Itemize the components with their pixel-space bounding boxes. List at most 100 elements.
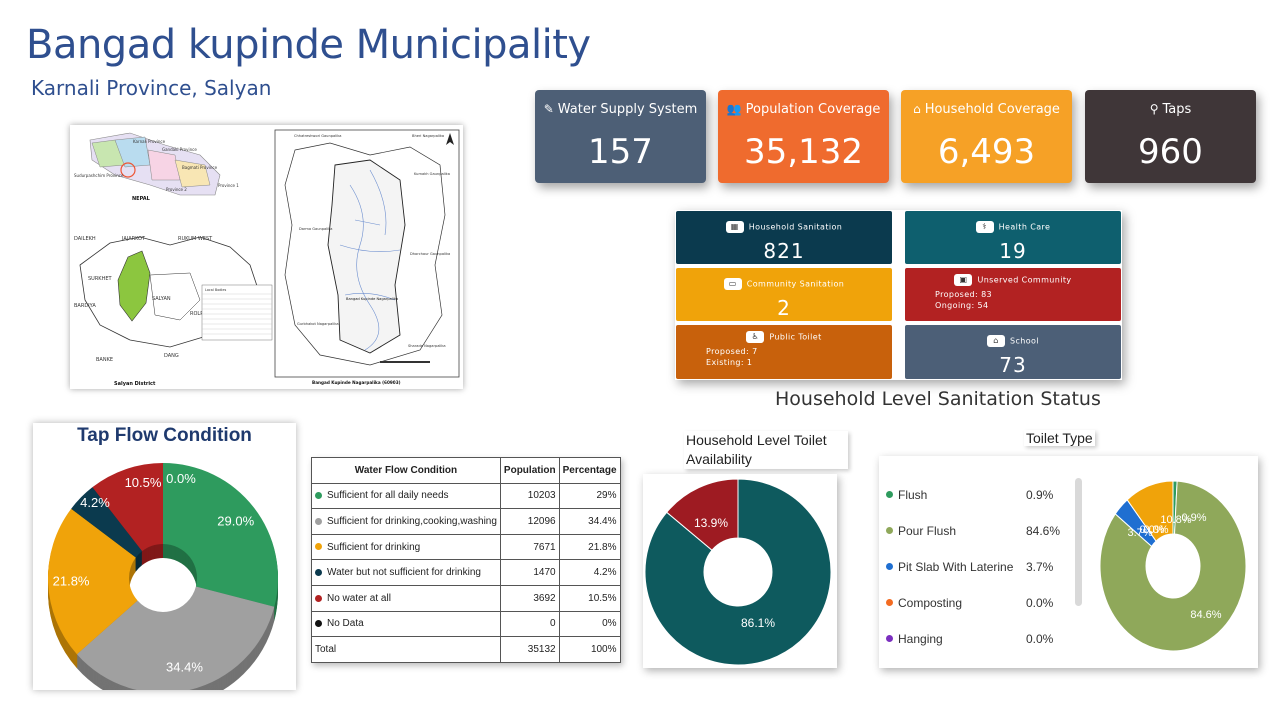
- label-salyan-district: Salyan District: [114, 381, 156, 387]
- toilet-availability-panel: 86.1% 13.9%: [643, 474, 837, 668]
- percentage-cell: 29%: [558, 482, 621, 510]
- pie-slice-2: [47, 508, 138, 655]
- header-population: Population: [499, 457, 560, 484]
- table-row: Sufficient for drinking,cooking,washing …: [311, 508, 621, 535]
- percentage-cell: 21.8%: [558, 533, 621, 561]
- kpi-value: 6,493: [937, 132, 1036, 172]
- kpi-value: 35,132: [744, 132, 863, 172]
- legend-dot-icon: [886, 635, 893, 642]
- map-legend-title: Local Bodies: [205, 288, 226, 292]
- table-row: Sufficient for drinking 7671 21.8%: [311, 533, 621, 561]
- label-dang: DANG: [164, 353, 179, 359]
- page-title: Bangad kupinde Municipality: [26, 22, 591, 68]
- label-karnali: Karnali Province: [133, 139, 166, 144]
- label-province2: Province 2: [166, 187, 187, 192]
- pie-slice-0: [644, 478, 832, 666]
- north-arrow-icon: [446, 133, 454, 145]
- header-condition: Water Flow Condition: [311, 457, 501, 484]
- salyan-map: Karnali Province Gandaki Province Sudurp…: [74, 129, 460, 387]
- public-toilet-icon: ♿: [746, 331, 765, 343]
- data-label-0: 29.0%: [217, 514, 254, 529]
- scale-bar: [380, 361, 430, 363]
- map-legend-box: [201, 284, 273, 341]
- label-kumakh: Kumakh Gaunpalika: [414, 172, 450, 176]
- page-subtitle: Karnali Province, Salyan: [31, 76, 272, 100]
- condition-cell: Sufficient for drinking,cooking,washing: [311, 508, 501, 535]
- label-darma: Darma Gaunpalika: [299, 227, 332, 231]
- sanitation-caption: Household Level Sanitation Status: [775, 388, 1101, 410]
- salyan-district-shape: [117, 250, 151, 322]
- card-public-toilet: ♿ Public Toilet Proposed: 7 Existing: 1: [676, 325, 892, 379]
- table-row: Water but not sufficient for drinking 14…: [311, 559, 621, 586]
- card-label: Household Sanitation: [748, 222, 843, 232]
- bagmati-region: [174, 159, 211, 188]
- label-sudurpashchim: Sudurpashchim Province: [74, 173, 124, 178]
- data-label-3: 4.2%: [80, 495, 110, 510]
- condition-text: Water but not sufficient for drinking: [327, 567, 481, 579]
- edit-icon: ✎: [543, 102, 554, 116]
- condition-cell: No Data: [311, 610, 501, 638]
- label-rolpa: ROLPA: [190, 311, 207, 317]
- population-cell: 7671: [499, 533, 560, 561]
- label-surkhet: SURKHET: [88, 276, 113, 282]
- percentage-cell: 0%: [558, 610, 621, 638]
- map-legend-lines: [202, 293, 272, 335]
- kpi-label: Water Supply System: [557, 102, 698, 117]
- table-row: Sufficient for all daily needs 10203 29%: [311, 482, 621, 510]
- percentage-cell: 34.4%: [558, 508, 621, 535]
- condition-cell: Water but not sufficient for drinking: [311, 559, 501, 586]
- tap-flow-chart: 29.0% 34.4% 21.8% 4.2% 10.5% 0.0%: [47, 463, 278, 690]
- legend-scrollbar[interactable]: [1075, 478, 1082, 606]
- table-row: No Data 0 0%: [311, 610, 621, 638]
- kpi-taps: ⚲ Taps 960: [1085, 90, 1256, 183]
- tap-flow-title: Tap Flow Condition: [77, 425, 252, 446]
- pie-slice-0: [163, 463, 278, 607]
- kpi-label: Taps: [1162, 102, 1192, 117]
- label-jajarkot: JAJARKOT: [121, 236, 146, 242]
- legend-dot-icon: [886, 599, 893, 606]
- condition-cell: Sufficient for all daily needs: [311, 482, 501, 510]
- condition-text: Sufficient for drinking: [327, 541, 421, 553]
- river-lines: [339, 169, 401, 351]
- toilet-type-panel: Flush 0.9% Pour Flush 84.6% Pit Slab With …: [879, 456, 1258, 668]
- kpi-household: ⌂ Household Coverage 6,493: [901, 90, 1072, 183]
- card-unserved-community: ▣ Unserved Community Proposed: 83 Ongoing…: [905, 268, 1121, 321]
- label-rukum-west: RUKUM WEST: [178, 236, 213, 242]
- card-label: Public Toilet: [769, 332, 822, 342]
- bangad-boundary: [327, 159, 406, 354]
- card-proposed: Proposed: 83: [935, 290, 993, 299]
- label-nepal: NEPAL: [132, 196, 151, 202]
- data-label-2: 3.7%: [1127, 527, 1152, 539]
- kpi-water-supply: ✎ Water Supply System 157: [535, 90, 706, 183]
- kpi-value: 157: [588, 132, 653, 172]
- tap-icon: ⚲: [1149, 102, 1159, 116]
- toilet-availability-title: Household Level Toilet Availability: [684, 431, 848, 469]
- municipality-boundary: [284, 142, 446, 366]
- total-population: 35132: [499, 636, 560, 663]
- table-header-row: Water Flow Condition Population Percenta…: [311, 457, 621, 484]
- card-value: 73: [999, 353, 1027, 377]
- percentage-cell: 10.5%: [558, 584, 621, 612]
- users-icon: 👥: [726, 102, 742, 116]
- salyan-marker: [120, 162, 136, 178]
- label-dhorchaur: Dhorchaur Gaunpalika: [410, 252, 450, 256]
- legend-dot-icon: [315, 517, 322, 525]
- legend-dot-icon: [886, 563, 893, 570]
- kpi-label: Household Coverage: [924, 102, 1060, 117]
- legend-dot-icon: [886, 527, 893, 534]
- label-province1: Province 1: [218, 183, 239, 188]
- data-label-4: 0.0%: [1143, 524, 1168, 536]
- label-chhatreshwori: Chhatreshwori Gaunpalika: [294, 134, 341, 138]
- total-percentage: 100%: [558, 636, 621, 663]
- map-panel: Karnali Province Gandaki Province Sudurp…: [70, 125, 463, 389]
- legend-dot-icon: [315, 594, 322, 602]
- pie-slice-3: [71, 487, 143, 558]
- card-proposed: Proposed: 7: [706, 347, 758, 356]
- school-icon: ⌂: [987, 335, 1006, 347]
- data-label-0: 86.1%: [741, 616, 775, 630]
- card-label: School: [1010, 336, 1039, 346]
- card-value: 2: [777, 296, 791, 320]
- label-bardiya: BARDIYA: [74, 303, 96, 309]
- toilet-type-chart: 0.9% 84.6% 3.7%0.0%0.0%10.8%: [1099, 480, 1247, 652]
- percentage-cell: 4.2%: [558, 559, 621, 586]
